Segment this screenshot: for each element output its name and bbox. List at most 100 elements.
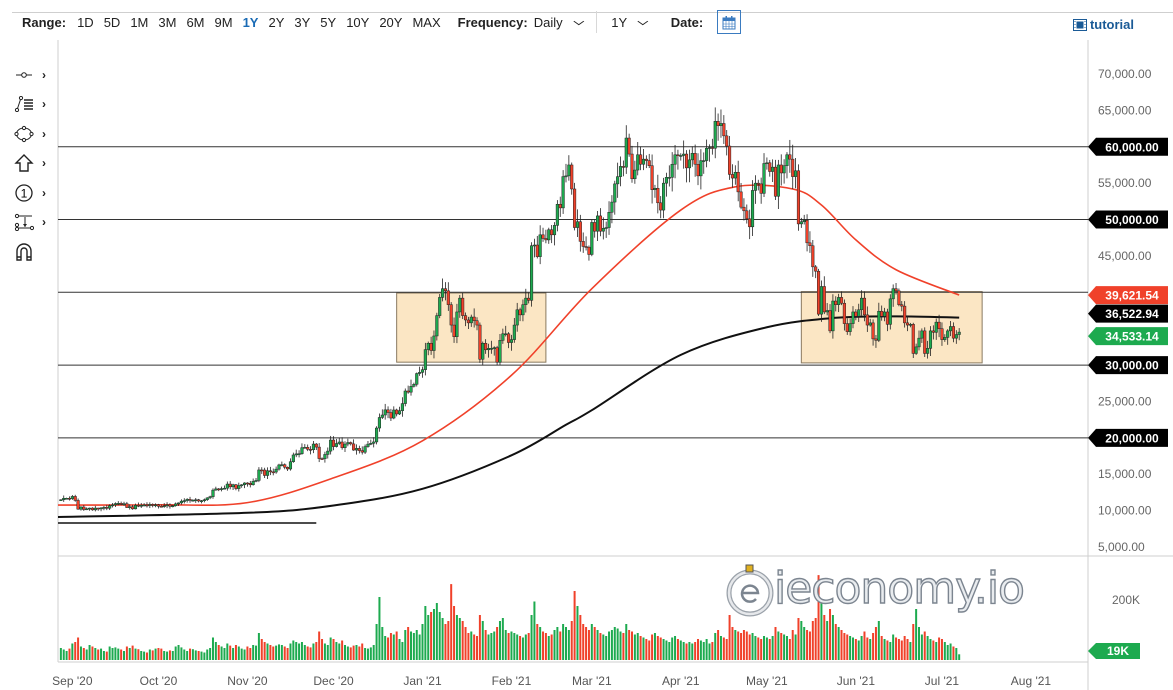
candle bbox=[868, 318, 872, 327]
candle bbox=[802, 214, 806, 225]
candle bbox=[954, 330, 958, 344]
candle bbox=[716, 113, 720, 141]
range-option-5d[interactable]: 5D bbox=[103, 14, 121, 30]
candle-body bbox=[156, 504, 160, 507]
fibonacci-tool-button[interactable]: › bbox=[14, 90, 54, 120]
candle bbox=[750, 180, 755, 236]
number-marker-tool-button[interactable]: 1 › bbox=[14, 178, 54, 208]
range-option-1y[interactable]: 1Y bbox=[242, 14, 259, 30]
candle-body bbox=[940, 328, 944, 340]
candle-body bbox=[202, 499, 206, 501]
range-option-10y[interactable]: 10Y bbox=[346, 14, 370, 30]
candle bbox=[415, 372, 419, 387]
candle-body bbox=[501, 333, 505, 341]
candle-body bbox=[288, 461, 293, 470]
candle bbox=[515, 302, 519, 332]
candle bbox=[900, 301, 904, 312]
range-option-1d[interactable]: 1D bbox=[77, 14, 94, 30]
candle bbox=[521, 299, 525, 322]
candle bbox=[151, 503, 155, 508]
volume-bar bbox=[952, 646, 955, 660]
candle bbox=[693, 144, 697, 177]
number-one-icon: 1 bbox=[15, 184, 33, 202]
candle bbox=[133, 503, 138, 510]
volume-bar bbox=[714, 633, 717, 660]
volume-bar bbox=[487, 634, 490, 660]
candle bbox=[392, 406, 396, 420]
volume-bar bbox=[401, 642, 404, 660]
volume-bar bbox=[341, 640, 344, 660]
volume-bar bbox=[863, 631, 866, 660]
price-badge-shape bbox=[1088, 356, 1168, 375]
candle bbox=[119, 501, 123, 506]
volume-bar bbox=[648, 640, 651, 660]
volume-bar bbox=[935, 642, 938, 660]
candle bbox=[105, 504, 109, 511]
candle bbox=[805, 214, 809, 252]
candle-body bbox=[297, 453, 301, 455]
line-tool-button[interactable]: › bbox=[14, 60, 54, 90]
measure-tool-button[interactable]: › bbox=[14, 208, 54, 238]
chevron-right-icon: › bbox=[42, 185, 46, 200]
volume-badge-shape bbox=[1088, 643, 1140, 659]
candle bbox=[839, 291, 844, 306]
candle bbox=[191, 499, 195, 502]
tutorial-link[interactable]: tutorial bbox=[1072, 17, 1134, 32]
volume-bar bbox=[163, 651, 166, 660]
volume-bar bbox=[71, 643, 74, 660]
candle-body bbox=[954, 334, 958, 339]
candle-body bbox=[699, 160, 703, 177]
volume-bar bbox=[625, 624, 628, 660]
range-option-1m[interactable]: 1M bbox=[130, 14, 149, 30]
frequency-dropdown[interactable]: Daily ⌵ bbox=[534, 15, 584, 30]
range-toolbar: Range: 1D 5D 1M 3M 6M 9M 1Y 2Y 3Y 5Y 10Y 20Y MAX Fre… bbox=[22, 10, 742, 34]
candle-body bbox=[949, 326, 953, 332]
period-dropdown[interactable]: 1Y ⌵ bbox=[611, 15, 648, 30]
volume-bar bbox=[79, 646, 82, 660]
volume-bar bbox=[114, 647, 117, 660]
candle bbox=[142, 503, 146, 507]
range-option-3m[interactable]: 3M bbox=[158, 14, 177, 30]
candle-body bbox=[573, 188, 577, 228]
shape-tool-button[interactable]: › bbox=[14, 119, 54, 149]
candle bbox=[624, 125, 628, 174]
candle-body bbox=[716, 121, 720, 126]
range-option-5y[interactable]: 5Y bbox=[320, 14, 337, 30]
calendar-button[interactable] bbox=[717, 10, 742, 34]
volume-bar bbox=[665, 640, 668, 660]
volume-bar bbox=[88, 645, 91, 660]
range-option-max[interactable]: MAX bbox=[412, 14, 441, 30]
arrow-tool-button[interactable]: › bbox=[14, 149, 54, 179]
volume-bar bbox=[263, 642, 266, 660]
volume-bar bbox=[803, 627, 806, 660]
candle-body bbox=[509, 339, 514, 343]
candle-body bbox=[690, 153, 694, 161]
range-option-20y[interactable]: 20Y bbox=[379, 14, 403, 30]
range-option-6m[interactable]: 6M bbox=[186, 14, 205, 30]
volume-bar bbox=[734, 630, 737, 660]
volume-bar bbox=[542, 631, 545, 660]
candle-body bbox=[636, 154, 640, 171]
volume-bar bbox=[820, 600, 823, 660]
volume-bar bbox=[346, 646, 349, 660]
volume-bar bbox=[137, 649, 140, 660]
range-option-2y[interactable]: 2Y bbox=[268, 14, 285, 30]
candle-body bbox=[742, 206, 746, 212]
candle bbox=[386, 406, 390, 419]
candle-body bbox=[85, 508, 89, 511]
range-option-9m[interactable]: 9M bbox=[214, 14, 233, 30]
range-option-3y[interactable]: 3Y bbox=[294, 14, 311, 30]
price-badge-last: 34,533.14 bbox=[1088, 327, 1168, 346]
volume-bar bbox=[427, 615, 430, 660]
volume-bar bbox=[915, 609, 918, 660]
candle-body bbox=[943, 337, 947, 340]
candle-body bbox=[461, 297, 465, 316]
volume-bar bbox=[197, 651, 200, 660]
volume-bar bbox=[829, 609, 832, 660]
candle bbox=[728, 135, 732, 180]
volume-bar bbox=[453, 606, 456, 660]
y-tick-label: 15,000.00 bbox=[1098, 467, 1152, 481]
volume-bar bbox=[765, 637, 768, 660]
magnet-tool-button[interactable] bbox=[14, 237, 54, 267]
